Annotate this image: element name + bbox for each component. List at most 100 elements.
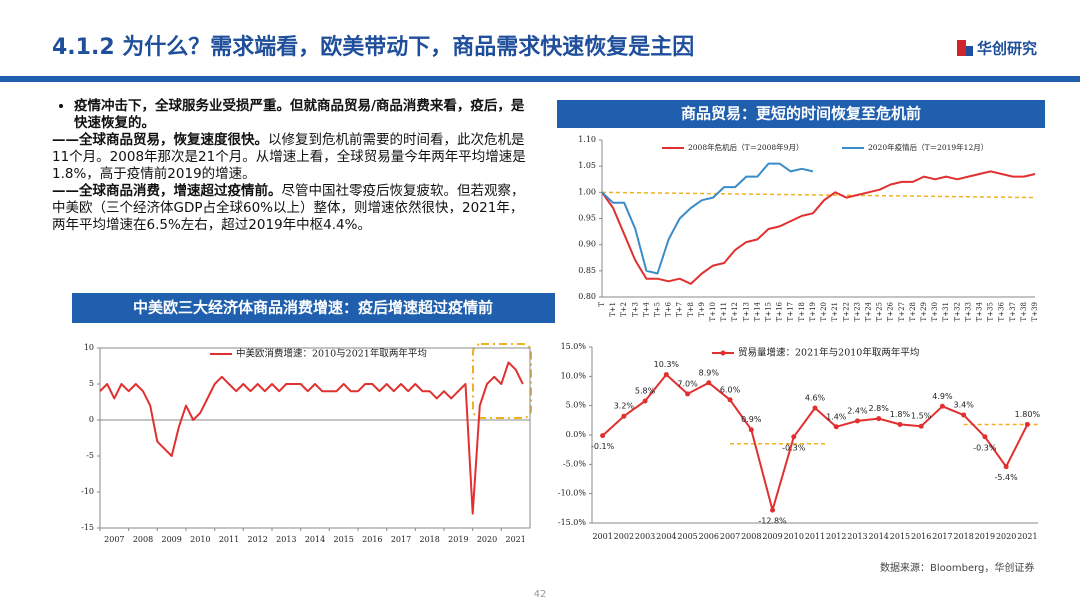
x-tick-label: T+38 [1020, 302, 1028, 321]
x-tick-label: 2020 [477, 535, 497, 544]
banner-text: 商品贸易：更短的时间恢复至危机前 [681, 105, 921, 123]
y-tick-label: -15.0% [558, 518, 587, 527]
y-tick-label: 1.05 [578, 161, 596, 170]
x-tick-label: T+27 [898, 302, 906, 321]
data-label: 1.5% [911, 412, 932, 421]
x-tick-label: 2012 [826, 532, 846, 541]
y-tick-label: 0.90 [578, 240, 596, 249]
x-tick-label: T+33 [964, 302, 972, 321]
legend-label: 2008年危机后（T＝2008年9月） [688, 142, 803, 152]
x-tick-label: T+30 [931, 302, 939, 321]
x-tick-label: 2013 [847, 532, 867, 541]
x-tick-label: T+13 [742, 302, 750, 321]
x-tick-label: T+5 [654, 302, 662, 317]
x-tick-label: T+22 [842, 302, 850, 321]
data-label: 3.4% [954, 401, 975, 410]
data-label: 2.8% [869, 404, 890, 413]
marker [939, 403, 945, 409]
body: 尽管中国社零疫后恢复疲软。但若观察，中美欧（三个经济体GDP占全球60%以上）整… [52, 183, 525, 233]
x-tick-label: T+34 [975, 301, 983, 321]
x-tick-label: 2007 [720, 532, 740, 541]
legend-label: 2020年疫情后（T＝2019年12月） [868, 142, 988, 152]
marker [685, 391, 691, 397]
marker [812, 405, 818, 411]
data-label: 4.9% [932, 392, 953, 401]
banner [72, 293, 555, 323]
x-tick-label: 2015 [333, 535, 353, 544]
x-tick-label: T+25 [876, 302, 884, 321]
y-tick-label: 0.85 [578, 266, 596, 275]
x-tick-label: 2002 [614, 532, 634, 541]
x-tick-label: T+23 [853, 302, 861, 321]
x-tick-label: 2008 [741, 532, 761, 541]
data-label: 2.4% [847, 406, 868, 415]
x-tick-label: T+28 [909, 302, 917, 321]
x-tick-label: 2014 [869, 532, 889, 541]
x-tick-label: T+36 [998, 301, 1006, 321]
plot-frame [99, 347, 531, 529]
lead: ——全球商品消费，增速超过疫情前。 [52, 183, 282, 199]
bullet-list: 疫情冲击下，全球服务业受损严重。但就商品贸易/商品消费来看，疫后，是快速恢复的。 [52, 98, 530, 132]
y-tick-label: 1.00 [578, 187, 596, 196]
bullet: 疫情冲击下，全球服务业受损严重。但就商品贸易/商品消费来看，疫后，是快速恢复的。 [74, 98, 530, 132]
y-tick-label: 15.0% [561, 342, 587, 351]
data-label: 0.9% [741, 415, 762, 424]
paragraph: ——全球商品消费，增速超过疫情前。尽管中国社零疫后恢复疲软。但若观察，中美欧（三… [52, 183, 530, 234]
y-tick-label: 0.0% [566, 430, 587, 439]
marker [961, 412, 967, 418]
x-tick-label: T+3 [631, 302, 639, 317]
x-tick-label: 2011 [219, 535, 239, 544]
slide-title: 4.1.2 为什么？需求端看，欧美带动下，商品需求快速恢复是主因 [52, 34, 694, 60]
x-tick-label: 2018 [419, 535, 439, 544]
x-tick-label: 2010 [784, 532, 804, 541]
x-tick-label: 2013 [276, 535, 296, 544]
banner [557, 100, 1045, 128]
data-label: -0.1% [591, 442, 615, 451]
x-tick-label: T+39 [1031, 302, 1039, 321]
marker [876, 416, 882, 422]
x-tick-label: T+6 [665, 301, 673, 317]
y-tick-label: 5.0% [566, 401, 587, 410]
y-tick-label: 5 [89, 379, 94, 388]
data-label: 1.80% [1015, 410, 1041, 419]
x-tick-label: T+15 [765, 302, 773, 321]
marker [748, 427, 754, 433]
highlight-box [472, 343, 532, 419]
y-tick-label: 0 [89, 415, 94, 424]
y-tick-label: 10.0% [561, 371, 587, 380]
x-tick-label: 2012 [247, 535, 267, 544]
x-tick-label: T+2 [620, 302, 628, 317]
y-tick-label: 1.10 [578, 135, 596, 144]
data-label: 1.4% [826, 412, 847, 421]
banner-text: 中美欧三大经济体商品消费增速：疫后增速超过疫情前 [133, 299, 493, 317]
series-line [601, 170, 1036, 285]
x-tick-label: T+21 [831, 302, 839, 321]
y-tick-label: -5 [86, 451, 94, 460]
marker [791, 434, 797, 440]
x-tick-label: T+14 [753, 301, 761, 321]
series-line [601, 162, 814, 275]
data-label: -0.3% [973, 443, 997, 452]
x-tick-label: 2004 [656, 532, 676, 541]
x-tick-label: T+9 [698, 302, 706, 317]
x-tick-label: T+20 [820, 302, 828, 321]
page-number: 42 [534, 589, 547, 600]
data-label: 7.0% [677, 379, 698, 388]
data-label: 8.9% [699, 368, 720, 377]
x-tick-label: T+35 [987, 302, 995, 321]
x-tick-label: 2003 [635, 532, 655, 541]
data-label: -5.4% [995, 473, 1019, 482]
marker [1003, 464, 1009, 470]
x-tick-label: 2008 [133, 535, 153, 544]
x-tick-label: 2009 [161, 535, 181, 544]
x-tick-label: 2005 [677, 532, 697, 541]
marker [1024, 421, 1030, 427]
marker [642, 398, 648, 404]
x-tick-label: T+7 [676, 302, 684, 317]
marker [854, 418, 860, 424]
x-tick-label: 2017 [391, 535, 411, 544]
y-tick-label: -10 [81, 487, 94, 496]
x-tick-label: T+17 [787, 302, 795, 321]
x-tick-label: T+26 [887, 301, 895, 321]
